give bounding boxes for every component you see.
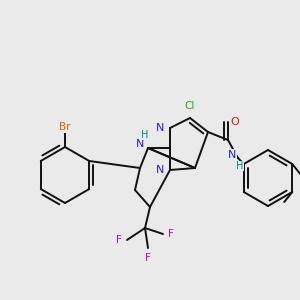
Text: F: F — [116, 235, 122, 245]
Text: F: F — [168, 229, 174, 239]
Text: N: N — [228, 150, 236, 160]
Text: H: H — [141, 130, 149, 140]
Text: Cl: Cl — [185, 101, 195, 111]
Text: N: N — [136, 139, 144, 149]
Text: F: F — [145, 253, 151, 263]
Text: O: O — [231, 117, 239, 127]
Text: H: H — [236, 161, 244, 171]
Text: N: N — [156, 123, 164, 133]
Text: N: N — [156, 165, 164, 175]
Text: Br: Br — [59, 122, 71, 132]
